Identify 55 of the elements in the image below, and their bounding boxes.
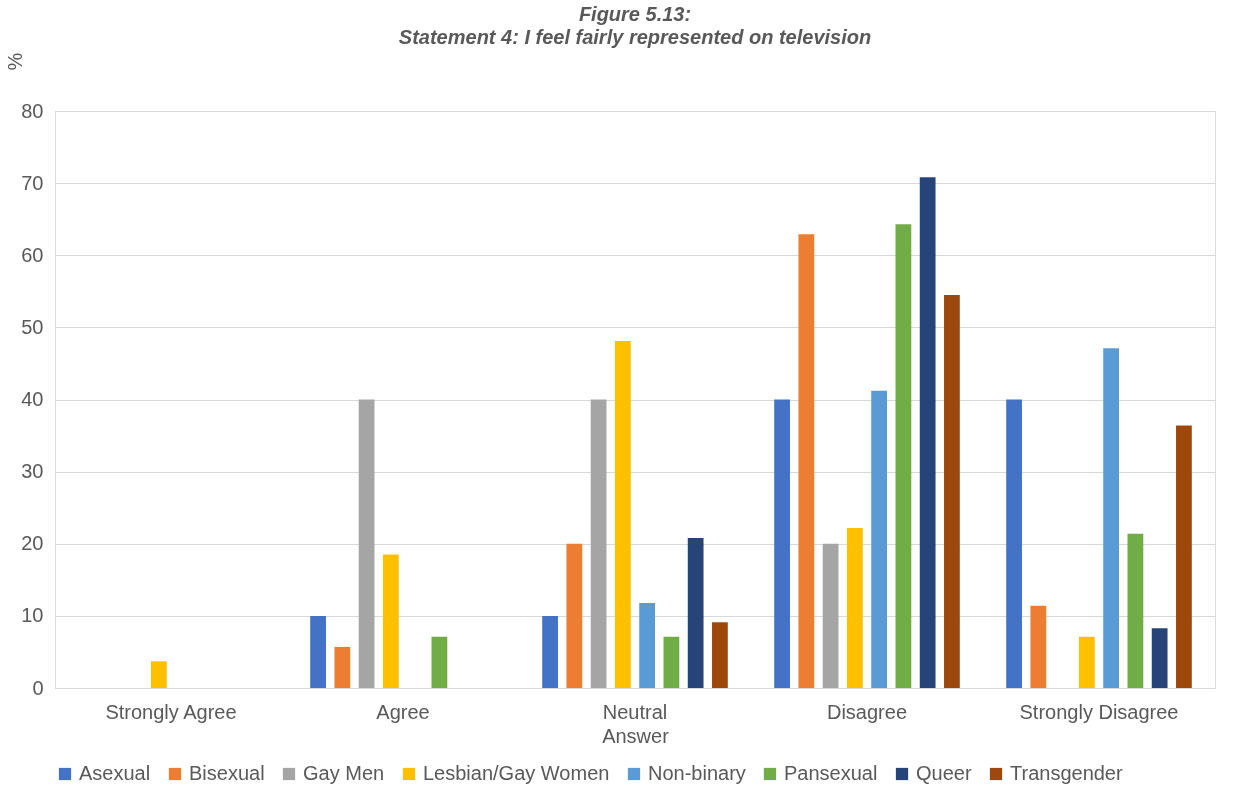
legend-label: Asexual: [79, 762, 151, 784]
x-tick-label: Disagree: [826, 700, 908, 723]
bar: [1103, 348, 1120, 688]
x-tick-label: Strongly Agree: [105, 700, 237, 723]
legend-label: Lesbian/Gay Women: [423, 762, 610, 784]
y-tick-label: 50: [21, 315, 44, 338]
bar: [334, 646, 351, 688]
y-tick-label: 20: [21, 532, 44, 555]
bar: [590, 399, 607, 688]
y-tick-label: 40: [21, 388, 44, 410]
y-tick-label: 80: [21, 99, 44, 122]
x-tick-label: Agree: [376, 700, 430, 723]
legend-label: Transgender: [1010, 762, 1123, 784]
legend-label: Pansexual: [784, 762, 878, 784]
bar: [712, 622, 728, 688]
bar: [566, 543, 583, 688]
bar: [382, 554, 399, 688]
y-tick-label: 60: [21, 243, 44, 266]
y-tick-label: 10: [21, 604, 44, 627]
bar: [895, 224, 912, 688]
legend-label: Queer: [916, 762, 972, 784]
legend-label: Bisexual: [189, 762, 265, 784]
bar: [919, 177, 936, 688]
legend-label: Non-binary: [648, 762, 746, 784]
x-tick-label: Neutral: [602, 700, 668, 723]
chart-subtitle: Statement 4: I feel fairly represented on television: [398, 26, 872, 49]
bar: [1078, 636, 1095, 688]
bar: [846, 527, 863, 688]
x-tick-label: Strongly Disagree: [1019, 700, 1179, 723]
bar: [431, 636, 448, 688]
bar: [639, 602, 656, 688]
bar: [358, 399, 375, 688]
bar: [1151, 628, 1168, 688]
legend-label: Gay Men: [303, 762, 385, 784]
bar: [1030, 605, 1047, 688]
bar: [1006, 399, 1022, 688]
bar: [663, 636, 680, 688]
bar: [1176, 425, 1192, 688]
chart-title: Figure 5.13:: [578, 3, 692, 26]
bar: [310, 615, 326, 688]
bar: [1127, 533, 1144, 688]
y-tick-label: 70: [21, 171, 44, 194]
bar: [614, 341, 631, 688]
y-tick-label: 0: [32, 676, 44, 699]
y-tick-label: 30: [21, 460, 44, 483]
bar: [871, 390, 888, 688]
bar: [822, 543, 839, 688]
bar: [542, 615, 558, 688]
bar: [798, 234, 815, 688]
bar: [150, 661, 167, 688]
bar: [944, 294, 960, 688]
y-axis-title: %: [3, 52, 26, 71]
bar: [687, 537, 704, 688]
bar: [774, 399, 790, 688]
x-axis-title: Answer: [602, 724, 670, 747]
